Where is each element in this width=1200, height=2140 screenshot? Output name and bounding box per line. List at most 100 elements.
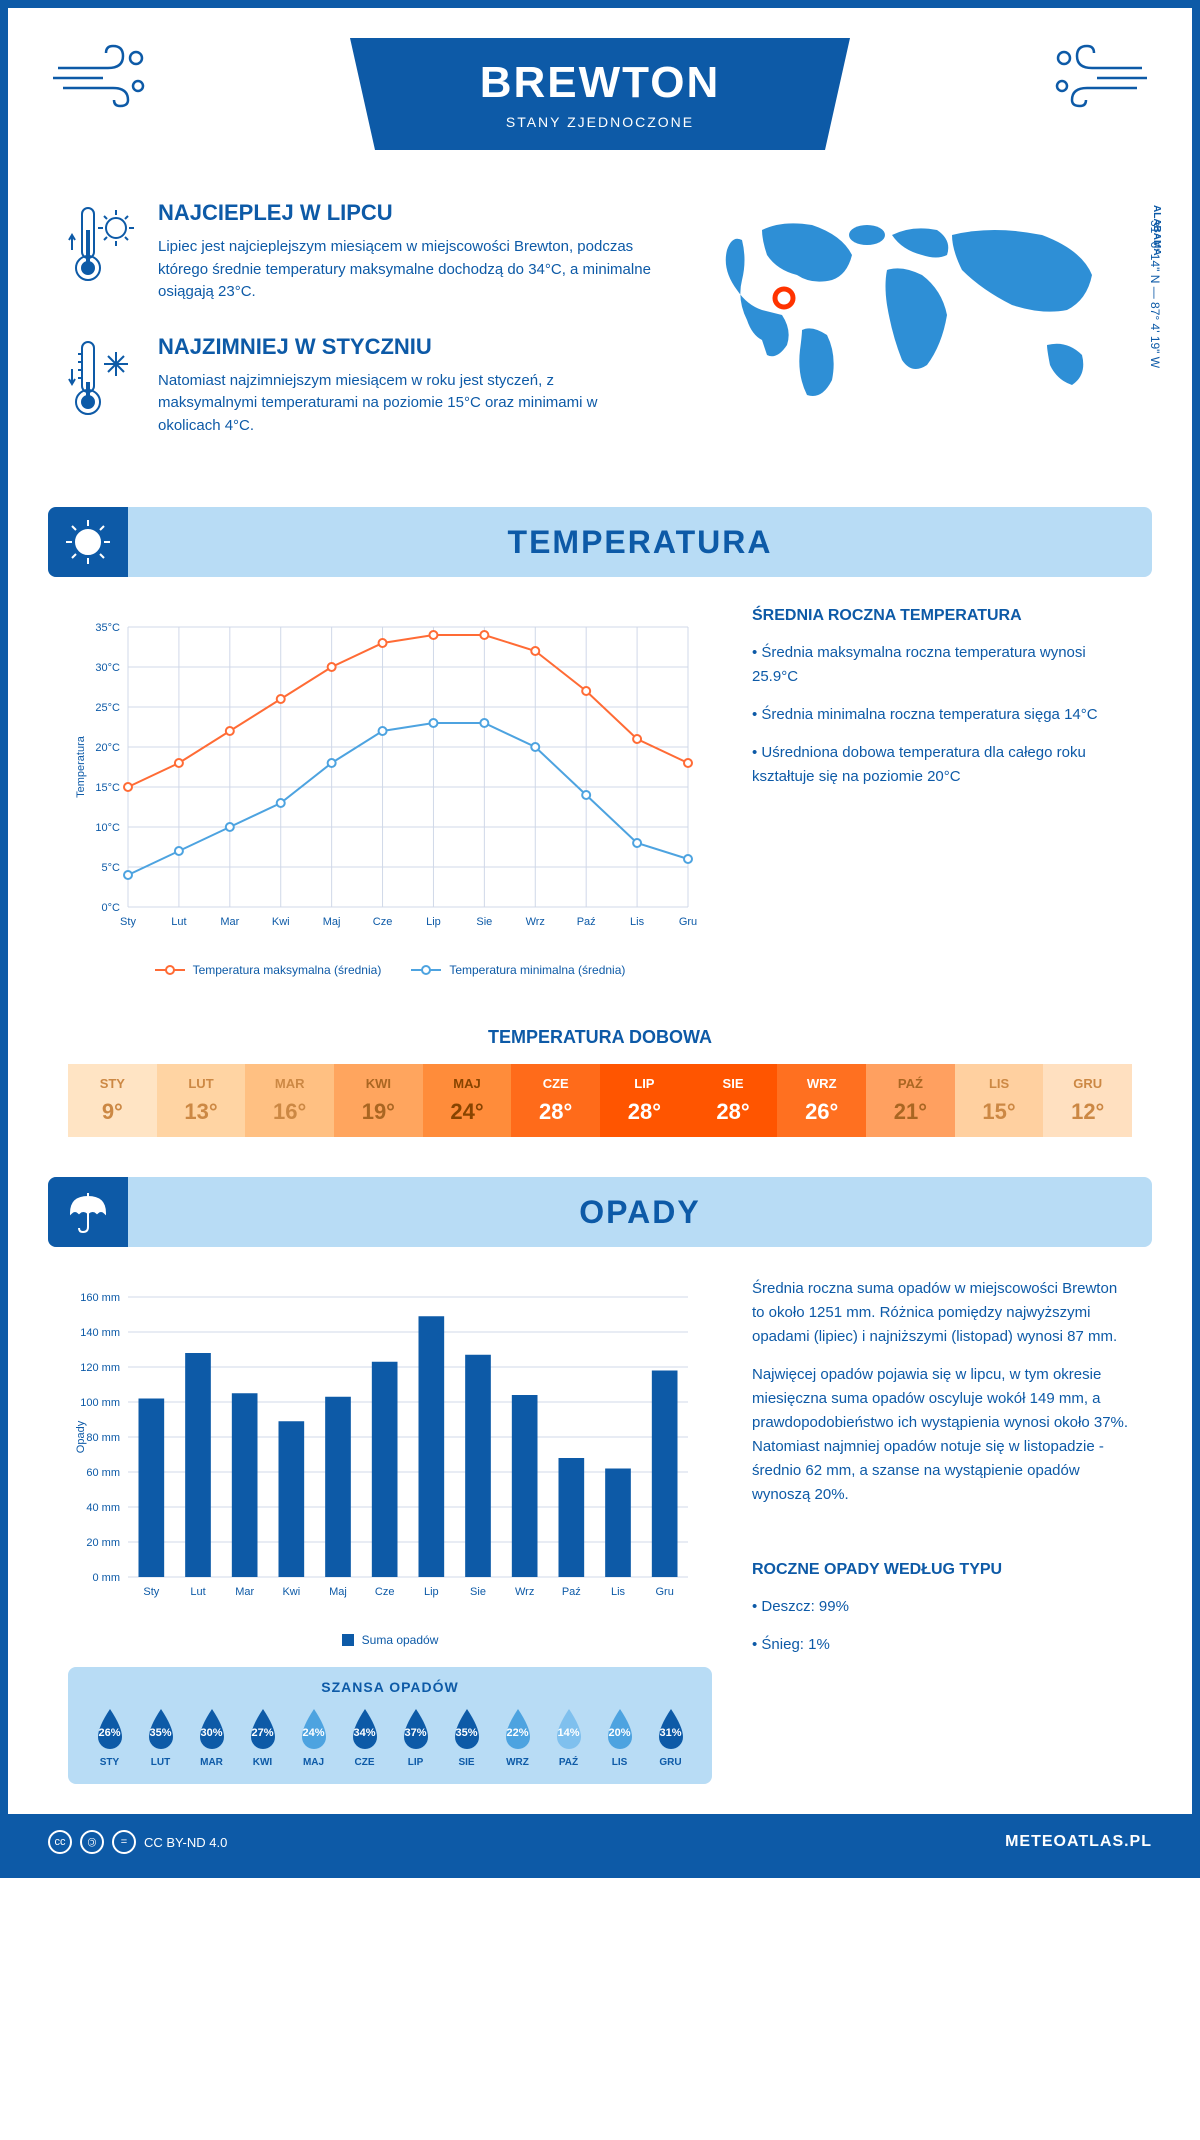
page: BREWTON STANY ZJEDNOCZONE NAJCIEPLEJ W L…	[0, 0, 1200, 1878]
chance-drop: 37%LIP	[390, 1707, 441, 1768]
hottest-fact-body: NAJCIEPLEJ W LIPCU Lipiec jest najcieple…	[158, 200, 652, 304]
svg-text:Gru: Gru	[655, 1586, 673, 1598]
annual-bullet: • Uśredniona dobowa temperatura dla całe…	[752, 741, 1132, 789]
coldest-title: NAJZIMNIEJ W STYCZNIU	[158, 334, 652, 360]
map-column: ALABAMA 31° 6' 14" N — 87° 4' 19" W	[692, 200, 1132, 467]
temperature-section-header: TEMPERATURA	[48, 507, 1152, 577]
chance-title: SZANSA OPADÓW	[84, 1679, 696, 1695]
precipitation-section-header: OPADY	[48, 1177, 1152, 1247]
chance-drop: 27%KWI	[237, 1707, 288, 1768]
daily-temp-cell: PAŹ21°	[866, 1064, 955, 1137]
world-map-icon	[692, 200, 1132, 440]
svg-text:Kwi: Kwi	[282, 1586, 300, 1598]
intro-section: NAJCIEPLEJ W LIPCU Lipiec jest najcieple…	[8, 170, 1192, 507]
daily-temp-cell: STY9°	[68, 1064, 157, 1137]
chance-drop: 35%LUT	[135, 1707, 186, 1768]
svg-text:20 mm: 20 mm	[86, 1537, 120, 1549]
svg-text:Maj: Maj	[329, 1586, 347, 1598]
svg-text:35°C: 35°C	[95, 622, 120, 634]
legend-sum: Suma opadów	[342, 1633, 439, 1647]
svg-text:Cze: Cze	[373, 916, 393, 928]
nd-icon: =	[112, 1830, 136, 1854]
svg-text:30°C: 30°C	[95, 662, 120, 674]
facts-column: NAJCIEPLEJ W LIPCU Lipiec jest najcieple…	[68, 200, 652, 467]
header: BREWTON STANY ZJEDNOCZONE	[8, 8, 1192, 170]
precipitation-legend: Suma opadów	[68, 1633, 712, 1647]
precipitation-title: OPADY	[128, 1194, 1152, 1231]
temperature-chart-row: 0°C5°C10°C15°C20°C25°C30°C35°CStyLutMarK…	[8, 607, 1192, 1007]
svg-text:Mar: Mar	[235, 1586, 254, 1598]
daily-temp-cell: SIE28°	[689, 1064, 778, 1137]
country-name: STANY ZJEDNOCZONE	[390, 114, 810, 130]
svg-text:Sie: Sie	[476, 916, 492, 928]
precip-summary-1: Średnia roczna suma opadów w miejscowośc…	[752, 1277, 1132, 1349]
svg-text:20°C: 20°C	[95, 742, 120, 754]
chance-drop: 22%WRZ	[492, 1707, 543, 1768]
svg-text:Lip: Lip	[426, 916, 441, 928]
svg-text:Temperatura: Temperatura	[75, 735, 87, 798]
svg-text:Lis: Lis	[630, 916, 645, 928]
svg-text:Mar: Mar	[220, 916, 239, 928]
daily-temp-cell: MAJ24°	[423, 1064, 512, 1137]
svg-text:Paź: Paź	[577, 916, 596, 928]
svg-text:0 mm: 0 mm	[93, 1572, 121, 1584]
svg-text:Sty: Sty	[120, 916, 136, 928]
header-banner: BREWTON STANY ZJEDNOCZONE	[350, 38, 850, 150]
svg-text:140 mm: 140 mm	[80, 1327, 120, 1339]
daily-temp-cell: WRZ26°	[777, 1064, 866, 1137]
sun-icon	[48, 507, 128, 577]
daily-temperature-table: STY9°LUT13°MAR16°KWI19°MAJ24°CZE28°LIP28…	[68, 1064, 1132, 1137]
precip-summary-2: Najwięcej opadów pojawia się w lipcu, w …	[752, 1363, 1132, 1507]
precipitation-bar-chart: 0 mm 20 mm 40 mm 60 mm 80 mm 100 mm 120 mm 140 …	[68, 1277, 712, 1784]
umbrella-icon	[48, 1177, 128, 1247]
chance-drop: 34%CZE	[339, 1707, 390, 1768]
license: cc 🄯 = CC BY-ND 4.0	[48, 1830, 227, 1854]
daily-temp-cell: MAR16°	[245, 1064, 334, 1137]
temperature-annual-summary: ŚREDNIA ROCZNA TEMPERATURA • Średnia mak…	[752, 607, 1132, 977]
legend-min: .legend-item:nth-child(2) .legend-line::…	[411, 963, 625, 977]
svg-text:Cze: Cze	[375, 1586, 395, 1598]
svg-text:15°C: 15°C	[95, 782, 120, 794]
wind-decoration-right-icon	[1052, 38, 1152, 108]
type-bullet: • Deszcz: 99%	[752, 1595, 1132, 1619]
svg-text:Sty: Sty	[143, 1586, 159, 1598]
thermometer-sun-icon	[68, 200, 138, 304]
svg-text:60 mm: 60 mm	[86, 1467, 120, 1479]
type-bullet: • Śnieg: 1%	[752, 1633, 1132, 1657]
svg-text:10°C: 10°C	[95, 822, 120, 834]
svg-text:Wrz: Wrz	[515, 1586, 534, 1598]
svg-text:40 mm: 40 mm	[86, 1502, 120, 1514]
coldest-fact: NAJZIMNIEJ W STYCZNIU Natomiast najzimni…	[68, 334, 652, 438]
svg-text:25°C: 25°C	[95, 702, 120, 714]
svg-text:80 mm: 80 mm	[86, 1432, 120, 1444]
precipitation-chance-box: SZANSA OPADÓW 26%STY35%LUT30%MAR27%KWI24…	[68, 1667, 712, 1784]
by-icon: 🄯	[80, 1830, 104, 1854]
precipitation-summary: Średnia roczna suma opadów w miejscowośc…	[752, 1277, 1132, 1784]
daily-temp-cell: GRU12°	[1043, 1064, 1132, 1137]
license-text: CC BY-ND 4.0	[144, 1835, 227, 1850]
annual-temp-title: ŚREDNIA ROCZNA TEMPERATURA	[752, 607, 1132, 625]
daily-temp-cell: LUT13°	[157, 1064, 246, 1137]
temperature-line-chart: 0°C5°C10°C15°C20°C25°C30°C35°CStyLutMarK…	[68, 607, 712, 977]
coordinates: 31° 6' 14" N — 87° 4' 19" W	[1148, 220, 1162, 368]
svg-text:100 mm: 100 mm	[80, 1397, 120, 1409]
temperature-title: TEMPERATURA	[128, 524, 1152, 561]
chance-drop: 20%LIS	[594, 1707, 645, 1768]
site-name: METEOATLAS.PL	[1005, 1833, 1152, 1851]
precipitation-chart-row: 0 mm 20 mm 40 mm 60 mm 80 mm 100 mm 120 mm 140 …	[8, 1277, 1192, 1814]
svg-text:0°C: 0°C	[102, 902, 121, 914]
cc-icon: cc	[48, 1830, 72, 1854]
legend-max: .legend-item:nth-child(1) .legend-line::…	[155, 963, 382, 977]
annual-bullet: • Średnia maksymalna roczna temperatura …	[752, 641, 1132, 689]
svg-text:Paź: Paź	[562, 1586, 581, 1598]
footer: cc 🄯 = CC BY-ND 4.0 METEOATLAS.PL	[8, 1814, 1192, 1870]
chance-drop: 35%SIE	[441, 1707, 492, 1768]
hottest-fact: NAJCIEPLEJ W LIPCU Lipiec jest najcieple…	[68, 200, 652, 304]
coldest-text: Natomiast najzimniejszym miesiącem w rok…	[158, 370, 652, 438]
temperature-legend: .legend-item:nth-child(1) .legend-line::…	[68, 963, 712, 977]
chance-drop: 31%GRU	[645, 1707, 696, 1768]
svg-text:120 mm: 120 mm	[80, 1362, 120, 1374]
svg-text:Lis: Lis	[611, 1586, 626, 1598]
daily-temp-cell: LIP28°	[600, 1064, 689, 1137]
svg-text:Lip: Lip	[424, 1586, 439, 1598]
